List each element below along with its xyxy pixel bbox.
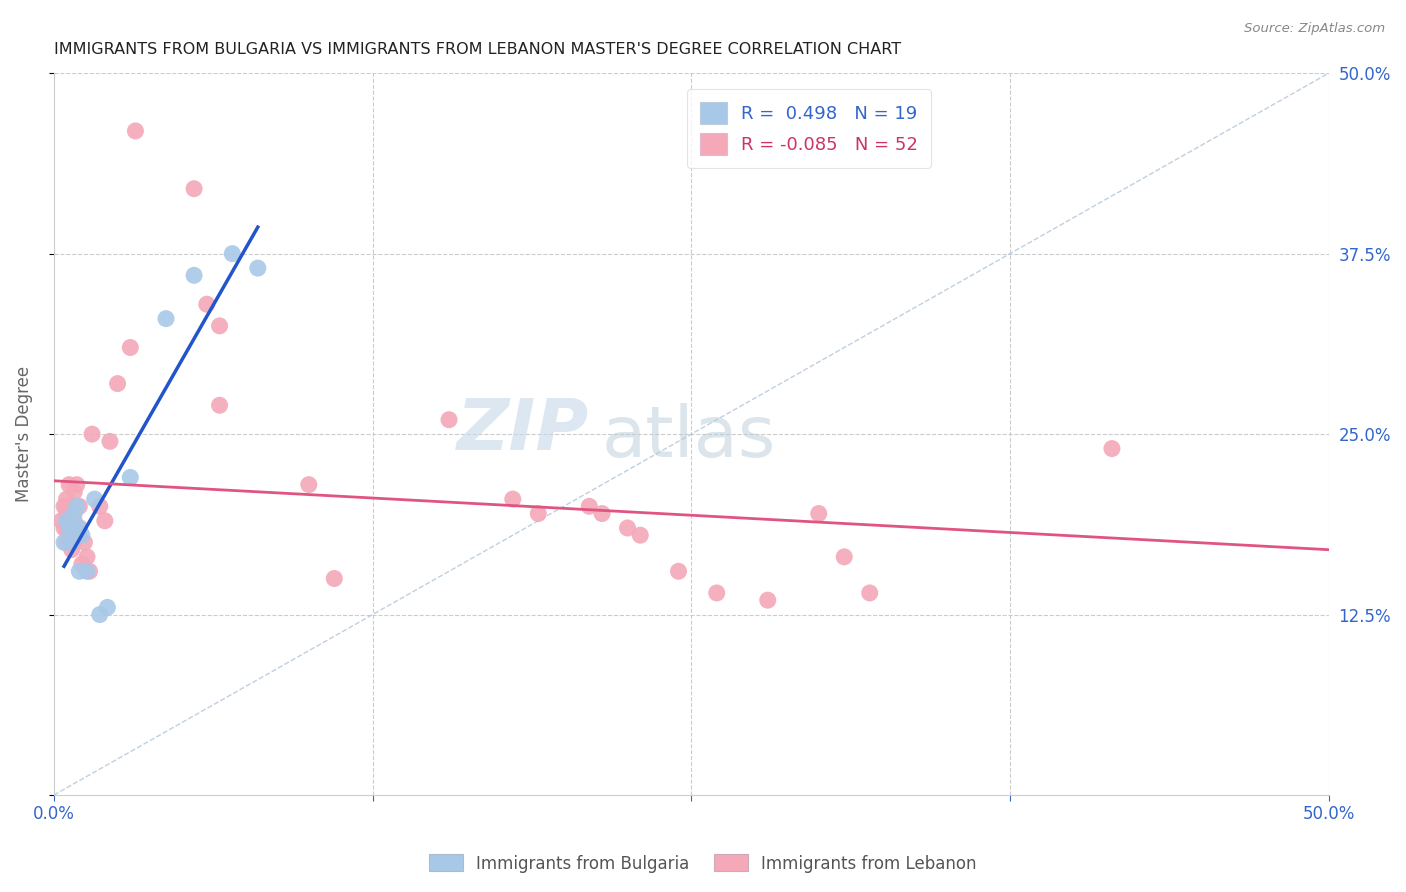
Point [53, 535, 76, 549]
Point [98, 434, 121, 449]
Point [208, 318, 231, 333]
Point [79, 564, 101, 578]
Text: atlas: atlas [602, 403, 776, 472]
Point [246, 261, 269, 276]
Point [183, 182, 205, 196]
Point [195, 297, 218, 311]
Legend: Immigrants from Bulgaria, Immigrants from Lebanon: Immigrants from Bulgaria, Immigrants fro… [423, 847, 983, 880]
Point [155, 311, 177, 326]
Point [89, 607, 111, 622]
Point [70, 557, 93, 571]
Point [67, 500, 90, 514]
Legend: R =  0.498   N = 19, R = -0.085   N = 52: R = 0.498 N = 19, R = -0.085 N = 52 [688, 89, 931, 168]
Point [668, 564, 690, 578]
Point [89, 500, 111, 514]
Point [756, 593, 779, 607]
Point [63, 484, 86, 499]
Point [183, 268, 205, 283]
Point [76, 549, 98, 564]
Point [437, 413, 460, 427]
Point [60, 535, 83, 549]
Point [53, 500, 76, 514]
Point [55, 492, 77, 507]
Point [63, 521, 86, 535]
Point [67, 528, 90, 542]
Point [208, 398, 231, 412]
Point [55, 514, 77, 528]
Point [53, 521, 76, 535]
Point [591, 507, 613, 521]
Point [67, 521, 90, 535]
Point [96, 600, 118, 615]
Point [80, 427, 103, 442]
Text: Source: ZipAtlas.com: Source: ZipAtlas.com [1244, 22, 1385, 36]
Point [527, 507, 550, 521]
Point [63, 535, 86, 549]
Point [76, 564, 98, 578]
Point [221, 246, 243, 260]
Point [55, 507, 77, 521]
Point [616, 521, 638, 535]
Point [67, 564, 90, 578]
Point [73, 535, 96, 549]
Point [83, 492, 105, 507]
Point [832, 549, 855, 564]
Point [55, 500, 77, 514]
Point [58, 477, 80, 491]
Point [706, 586, 728, 600]
Point [70, 528, 93, 542]
Point [502, 492, 524, 507]
Point [578, 500, 600, 514]
Text: ZIP: ZIP [457, 396, 589, 465]
Point [55, 535, 77, 549]
Point [60, 535, 83, 549]
Point [55, 521, 77, 535]
Point [807, 507, 830, 521]
Point [66, 477, 89, 491]
Point [124, 124, 146, 138]
Point [323, 572, 346, 586]
Point [58, 521, 80, 535]
Point [66, 500, 89, 514]
Point [67, 521, 90, 535]
Point [60, 521, 83, 535]
Point [60, 542, 83, 557]
Point [63, 528, 86, 542]
Point [859, 586, 882, 600]
Y-axis label: Master's Degree: Master's Degree [15, 366, 32, 502]
Point [94, 514, 117, 528]
Point [628, 528, 651, 542]
Point [298, 477, 321, 491]
Text: IMMIGRANTS FROM BULGARIA VS IMMIGRANTS FROM LEBANON MASTER'S DEGREE CORRELATION : IMMIGRANTS FROM BULGARIA VS IMMIGRANTS F… [53, 42, 901, 57]
Point [63, 514, 86, 528]
Point [1101, 442, 1123, 456]
Point [107, 376, 129, 391]
Point [51, 514, 73, 528]
Point [63, 507, 86, 521]
Point [120, 341, 142, 355]
Point [58, 521, 80, 535]
Point [120, 470, 142, 484]
